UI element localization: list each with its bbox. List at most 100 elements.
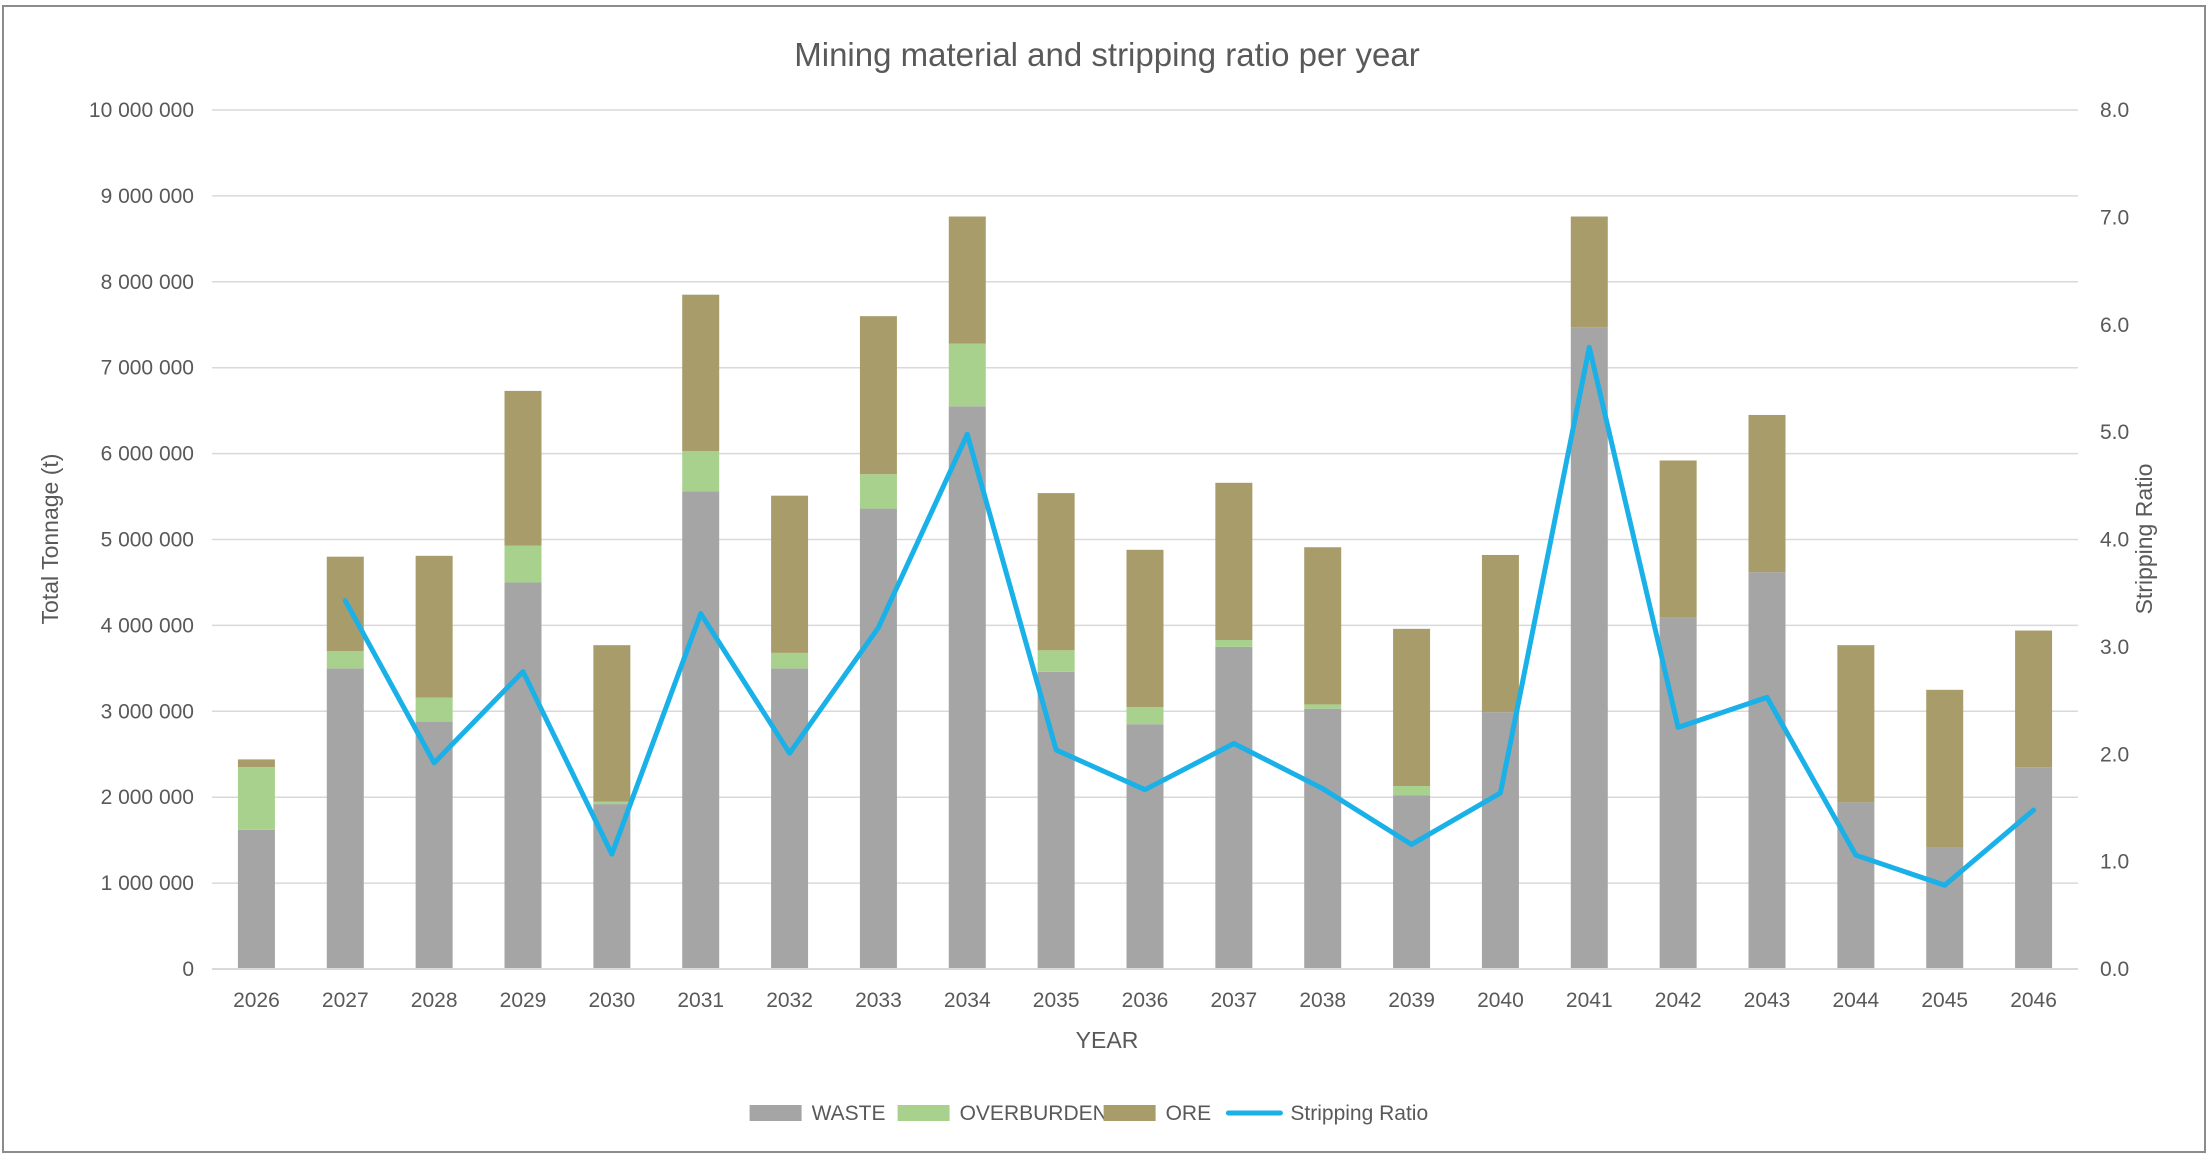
axes: 0 1 000 000 2 000 000 3 000 000 4 000 000 5 0… (89, 99, 2129, 1012)
x-tick-label: 2046 (2010, 989, 2057, 1012)
x-tick-label: 2026 (233, 989, 280, 1012)
bar-waste (326, 668, 364, 969)
chart-title: Mining material and stripping ratio per … (794, 36, 1419, 73)
bar-waste (1304, 708, 1342, 969)
bar-overburden (1037, 650, 1075, 672)
x-tick-label: 2043 (1744, 989, 1791, 1012)
y2-tick-label: 1.0 (2100, 851, 2129, 874)
y2-tick-label: 7.0 (2100, 206, 2129, 229)
y-tick-label: 1 000 000 (101, 872, 194, 895)
legend-label-ore: ORE (1166, 1102, 1212, 1125)
y2-tick-label: 2.0 (2100, 743, 2129, 766)
legend-swatch-waste (749, 1105, 802, 1121)
bar-waste (1570, 327, 1608, 969)
bar-waste (948, 406, 986, 970)
bar-ore (1926, 689, 1964, 848)
x-tick-label: 2030 (588, 989, 635, 1012)
y2-tick-label: 4.0 (2100, 529, 2129, 552)
y-tick-label: 5 000 000 (101, 529, 194, 552)
bar-waste (1481, 712, 1519, 969)
bar-waste (1215, 646, 1253, 969)
y-tick-label: 8 000 000 (101, 271, 194, 294)
bar-ore (771, 495, 809, 653)
line-layer (342, 344, 2037, 888)
bar-waste (504, 582, 542, 969)
y-tick-label: 6 000 000 (101, 443, 194, 466)
x-tick-label: 2037 (1210, 989, 1257, 1012)
chart-frame: Mining material and stripping ratio per … (2, 5, 2206, 1153)
bar-ore (237, 759, 275, 768)
bar-overburden (682, 451, 720, 492)
line-stripping-ratio (342, 344, 2037, 888)
x-tick-label: 2038 (1299, 989, 1346, 1012)
x-tick-label: 2036 (1122, 989, 1169, 1012)
bar-ore (1304, 547, 1342, 705)
legend-swatch-ore (1103, 1105, 1156, 1121)
bar-waste (1393, 795, 1431, 969)
bar-overburden (948, 343, 986, 407)
x-tick-label: 2033 (855, 989, 902, 1012)
x-tick-label: 2039 (1388, 989, 1435, 1012)
chart-svg: Mining material and stripping ratio per … (37, 36, 2157, 1125)
bar-waste (682, 491, 720, 969)
y-tick-label: 2 000 000 (101, 786, 194, 809)
y-tick-label: 7 000 000 (101, 357, 194, 380)
bar-overburden (326, 651, 364, 669)
x-tick-label: 2040 (1477, 989, 1524, 1012)
x-axis-title: YEAR (1076, 1027, 1139, 1053)
x-tick-label: 2042 (1655, 989, 1702, 1012)
bar-ore (504, 390, 542, 546)
legend-swatch-overburden (897, 1105, 950, 1121)
y2-axis-title: Stripping Ratio (2131, 464, 2157, 615)
y2-tick-label: 6.0 (2100, 314, 2129, 337)
bar-waste (1126, 724, 1164, 969)
x-tick-label: 2035 (1033, 989, 1080, 1012)
y2-tick-label: 0.0 (2100, 958, 2129, 981)
bar-overburden (415, 697, 453, 722)
x-tick-label: 2044 (1832, 989, 1879, 1012)
bar-ore (2015, 630, 2053, 768)
bar-ore (1037, 493, 1075, 651)
bar-ore (1215, 482, 1253, 641)
bar-overburden (1126, 707, 1164, 725)
bar-overburden (1215, 640, 1253, 647)
y2-tick-label: 3.0 (2100, 636, 2129, 659)
bar-ore (1570, 216, 1608, 328)
bar-waste (1926, 847, 1964, 969)
legend-label-stripping-ratio: Stripping Ratio (1290, 1102, 1428, 1125)
y-tick-label: 0 (182, 958, 194, 981)
y-tick-label: 10 000 000 (89, 99, 194, 122)
bar-overburden (1393, 786, 1431, 796)
bar-ore (1393, 628, 1431, 787)
bar-ore (682, 294, 720, 452)
x-tick-label: 2034 (944, 989, 991, 1012)
bar-waste (237, 829, 275, 969)
bar-waste (1748, 572, 1786, 969)
x-tick-label: 2029 (500, 989, 547, 1012)
y2-tick-label: 8.0 (2100, 99, 2129, 122)
x-tick-label: 2041 (1566, 989, 1613, 1012)
bars-layer (237, 216, 2053, 970)
bar-ore (1481, 554, 1519, 713)
x-tick-label: 2045 (1921, 989, 1968, 1012)
bar-overburden (237, 767, 275, 830)
x-tick-label: 2031 (677, 989, 724, 1012)
bar-ore (415, 555, 453, 698)
bar-ore (1748, 414, 1786, 573)
bar-ore (859, 316, 897, 475)
bar-ore (1659, 460, 1697, 618)
bar-overburden (1304, 704, 1342, 709)
y-tick-label: 4 000 000 (101, 614, 194, 637)
bar-ore (1837, 645, 1875, 803)
x-tick-label: 2028 (411, 989, 458, 1012)
y2-tick-label: 5.0 (2100, 421, 2129, 444)
y-axis-title: Total Tonnage (t) (37, 454, 63, 625)
y-tick-label: 3 000 000 (101, 700, 194, 723)
bar-waste (859, 508, 897, 969)
bar-ore (948, 216, 986, 344)
bar-overburden (771, 652, 809, 669)
x-tick-label: 2027 (322, 989, 369, 1012)
bar-overburden (859, 474, 897, 509)
legend-label-waste: WASTE (812, 1102, 886, 1125)
legend-label-overburden: OVERBURDEN (960, 1102, 1108, 1125)
